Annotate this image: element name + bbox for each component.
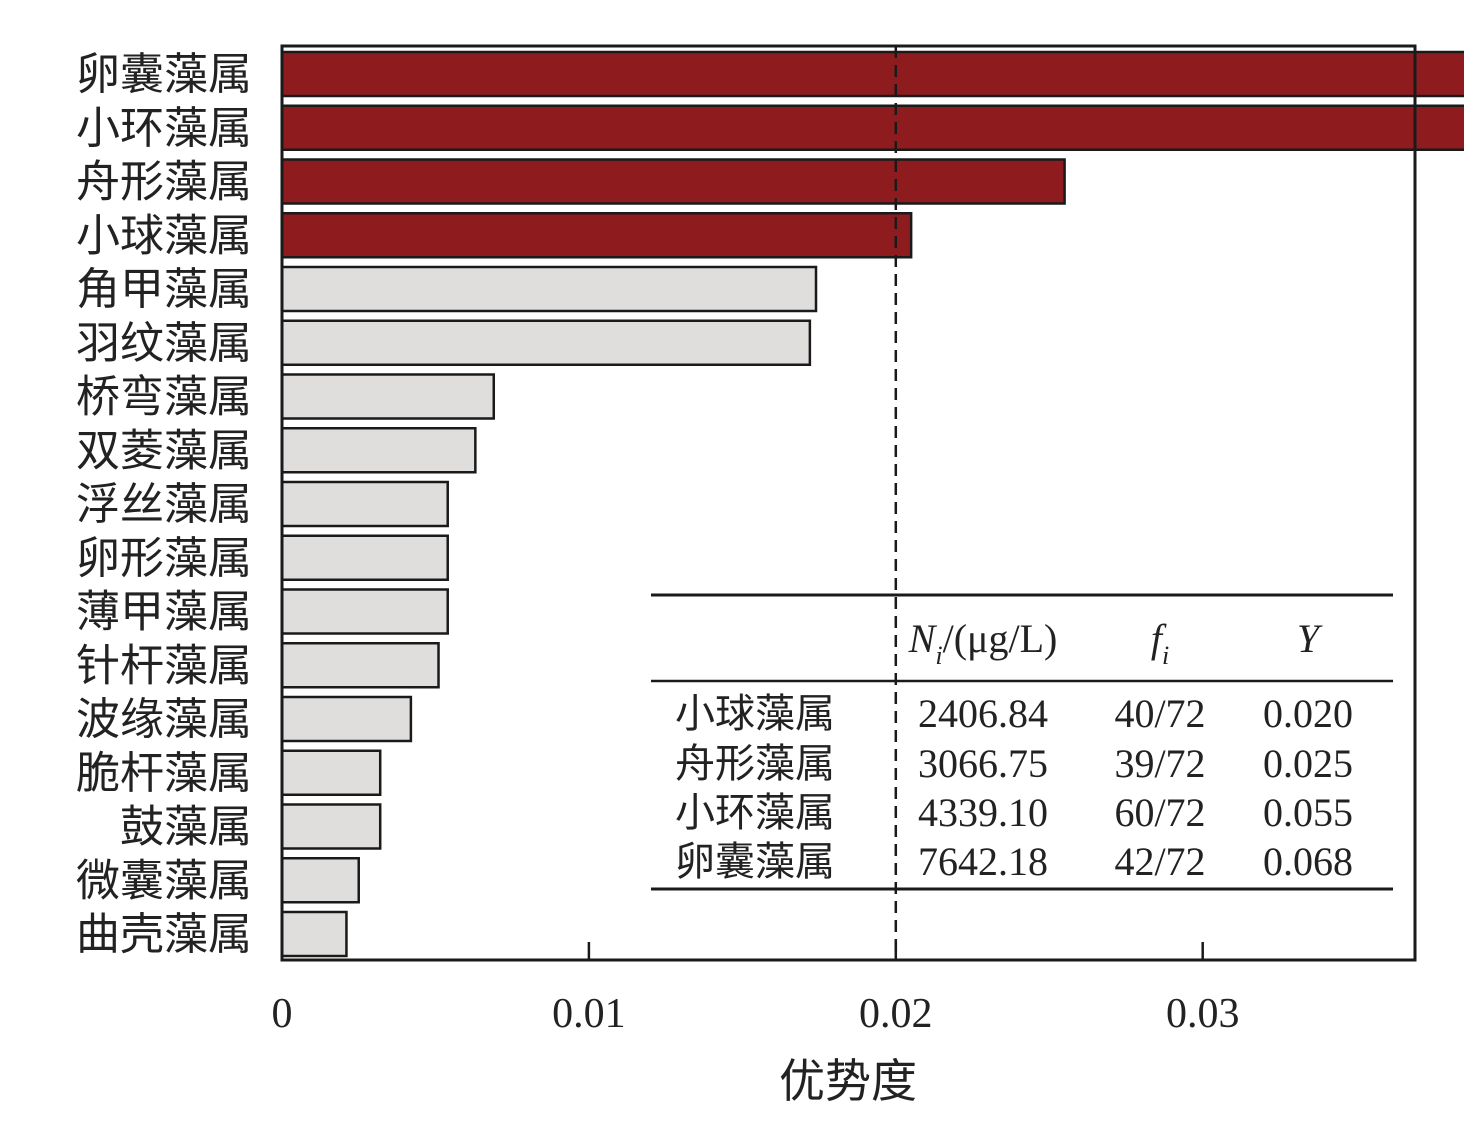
category-label-13: 脆杆藻属: [76, 748, 252, 799]
bar-4: [280, 265, 818, 313]
table-header-ni-unit: /(μg/L): [943, 616, 1058, 661]
category-label-1: 小环藻属: [76, 103, 252, 154]
category-label-2: 舟形藻属: [76, 157, 252, 208]
table-header-y: Y: [1297, 616, 1323, 661]
category-label-9: 卵形藻属: [76, 533, 252, 584]
x-axis: 00.010.020.030.040.050.060.07: [272, 942, 1240, 1037]
table-header-ni: Ni/(μg/L): [908, 616, 1058, 670]
table-cell-ni-0: 2406.84: [918, 691, 1048, 736]
table-cell-fi-0: 40/72: [1114, 691, 1205, 736]
bar-1: [280, 104, 1464, 151]
bar-9: [280, 534, 449, 581]
bar-15: [280, 857, 360, 904]
bar-14: [280, 803, 382, 850]
category-label-11: 针杆藻属: [76, 640, 252, 691]
table-cell-name-1: 舟形藻属: [675, 741, 835, 787]
x-axis-title: 优势度: [779, 1054, 917, 1108]
bar-5: [280, 319, 812, 366]
table-cell-fi-2: 60/72: [1114, 790, 1205, 835]
bar-16: [280, 910, 348, 958]
bar-10: [280, 588, 449, 635]
x-tick-label-0: 0: [272, 991, 293, 1037]
category-label-8: 浮丝藻属: [76, 479, 252, 530]
table-cell-ni-2: 4339.10: [918, 790, 1048, 835]
category-label-14: 鼓藻属: [120, 802, 252, 853]
category-label-0: 卵囊藻属: [76, 49, 252, 100]
category-label-4: 角甲藻属: [76, 264, 252, 315]
table-header-ni-sub: i: [935, 641, 942, 670]
category-labels: 卵囊藻属小环藻属舟形藻属小球藻属角甲藻属羽纹藻属桥弯藻属双菱藻属浮丝藻属卵形藻属…: [76, 49, 252, 960]
bar-13: [280, 749, 382, 796]
table-cell-y-0: 0.020: [1263, 691, 1353, 736]
table-cell-y-2: 0.055: [1263, 790, 1353, 835]
category-label-3: 小球藻属: [76, 210, 252, 261]
bars-layer: [280, 50, 1464, 958]
table-rows: 小球藻属 2406.84 40/72 0.020 舟形藻属 3066.75 39/72 0.0…: [675, 691, 1353, 885]
plot-frame: [280, 44, 1417, 962]
bar-3: [280, 212, 913, 259]
bar-8: [280, 480, 449, 528]
category-label-12: 波缘藻属: [76, 694, 252, 745]
table-header-ni-main: N: [908, 616, 938, 661]
x-tick-label-1: 0.01: [552, 991, 626, 1037]
x-tick-label-2: 0.02: [859, 991, 933, 1037]
table-header-fi-sub: i: [1162, 641, 1169, 670]
table-cell-ni-3: 7642.18: [918, 839, 1048, 884]
category-label-6: 桥弯藻属: [76, 372, 252, 423]
x-tick-label-3: 0.03: [1166, 991, 1240, 1037]
table-cell-name-2: 小环藻属: [675, 790, 835, 836]
table-cell-fi-3: 42/72: [1114, 839, 1205, 884]
bar-2: [280, 158, 1066, 205]
table-cell-y-3: 0.068: [1263, 839, 1353, 884]
table-cell-y-1: 0.025: [1263, 741, 1353, 786]
table-cell-fi-1: 39/72: [1114, 741, 1205, 786]
category-label-16: 曲壳藻属: [76, 909, 252, 960]
table-cell-name-3: 卵囊藻属: [675, 839, 835, 885]
bar-6: [280, 373, 496, 420]
bar-7: [280, 427, 477, 474]
inset-table: Ni/(μg/L) fi Y 小球藻属 2406.84 40/72 0.020舟形藻属…: [651, 593, 1393, 891]
category-label-5: 羽纹藻属: [76, 318, 252, 369]
category-label-10: 薄甲藻属: [76, 587, 252, 638]
table-cell-name-0: 小球藻属: [675, 691, 835, 737]
category-label-15: 微囊藻属: [76, 855, 252, 906]
bar-12: [280, 695, 413, 743]
bar-0: [280, 50, 1464, 98]
table-cell-ni-1: 3066.75: [918, 741, 1048, 786]
bar-11: [280, 642, 440, 689]
category-label-7: 双菱藻属: [76, 425, 252, 476]
table-header-fi: fi: [1151, 616, 1169, 670]
